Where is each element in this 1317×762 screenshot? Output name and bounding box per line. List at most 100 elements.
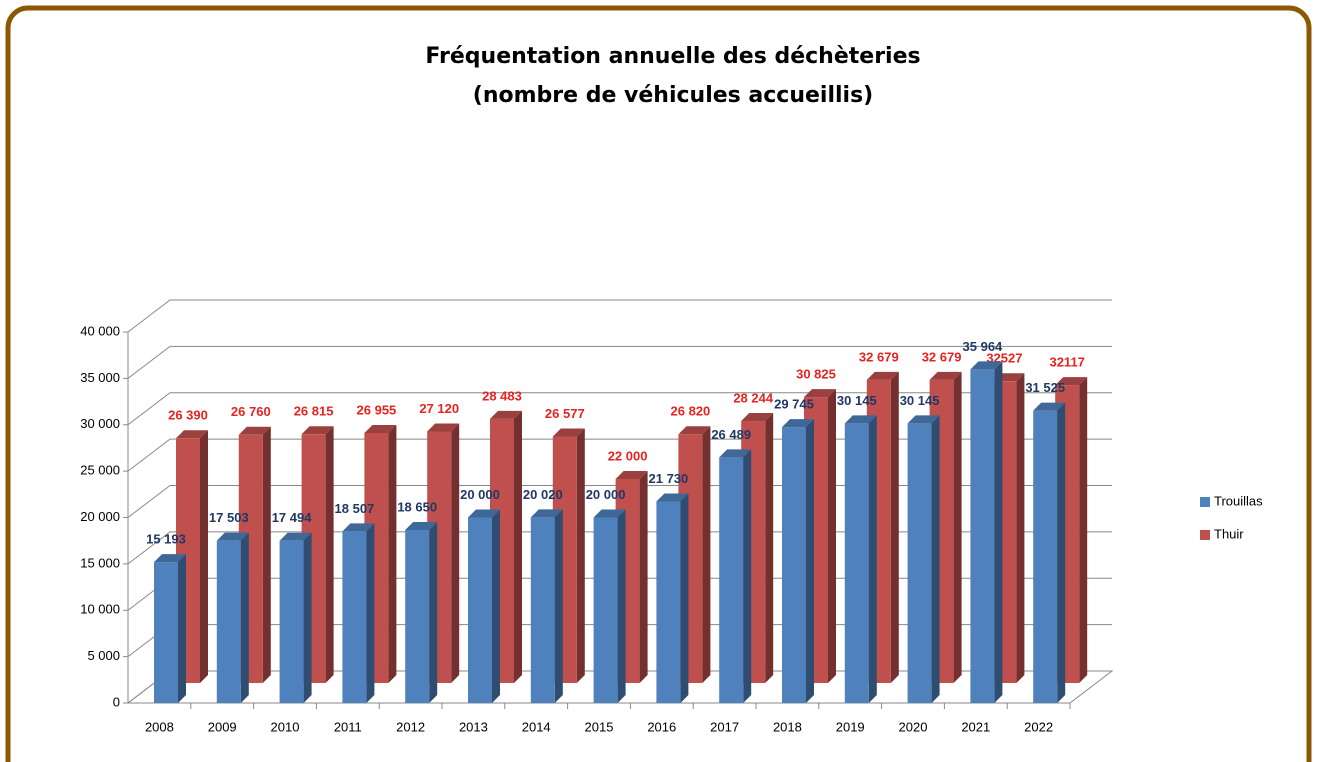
bar-top [301,426,334,435]
bar-top [678,426,711,435]
legend-label: Trouillas [1214,493,1263,508]
grid-line [127,299,1112,333]
value-label: 26 489 [711,427,751,442]
value-label: 28 483 [482,388,522,403]
bar-top [490,410,522,419]
value-label: 20 000 [460,487,500,502]
value-label: 17 503 [209,510,249,525]
value-label: 26 760 [231,404,271,419]
bar-top [1055,377,1088,386]
bar [342,531,367,703]
bar [970,369,995,703]
bar-side [828,389,836,683]
y-tick-label: 10 000 [80,602,120,617]
value-label: 26 390 [168,408,208,423]
y-tick-label: 40 000 [80,323,120,338]
bar [530,517,555,703]
bar [782,427,806,703]
x-tick-label: 2022 [1024,719,1053,734]
bar-side [451,423,460,683]
bar [656,501,681,703]
legend-swatch [1200,530,1210,540]
bar-side [366,523,375,703]
bar [593,517,618,703]
value-label: 32 679 [922,349,962,364]
x-tick-label: 2011 [334,719,362,734]
bar [719,457,744,703]
bar-top [530,509,563,518]
chart-title: Fréquentation annuelle des déchèteries [425,44,920,69]
value-label: 28 244 [733,390,774,405]
bar-top [364,424,397,433]
bar-top [238,426,271,435]
bar-side [994,361,1003,703]
x-tick-label: 2016 [647,719,676,734]
value-label: 17 494 [272,510,313,525]
value-label: 21 730 [649,471,689,486]
value-label: 30 145 [900,393,940,408]
bar-top [970,361,1003,370]
bar-side [262,426,271,683]
x-tick-label: 2021 [961,719,990,734]
legend-swatch [1200,497,1210,507]
bar-top [176,430,208,439]
bar-side [953,371,962,683]
grid-line [127,345,1112,379]
value-label: 26 820 [671,404,711,419]
value-label: 30 825 [796,367,836,382]
bar-side [868,415,877,703]
x-tick-label: 2012 [396,719,425,734]
value-label: 27 120 [419,401,459,416]
x-tick-label: 2015 [585,719,614,734]
bar-side [240,532,249,703]
x-tick-label: 2010 [271,719,300,734]
bar-top [719,449,752,458]
value-label: 20 020 [523,487,563,502]
value-label: 32 679 [859,349,899,364]
y-tick-label: 30 000 [80,416,120,431]
bar-side [325,426,334,683]
x-tick-label: 2013 [459,719,488,734]
bar-side [178,554,186,703]
bar-side [388,424,397,683]
bar-side [702,426,711,683]
bar-side [1079,377,1088,683]
value-label: 15 193 [146,532,186,547]
bar-side [617,509,626,703]
chart-subtitle: (nombre de véhicules accueillis) [473,83,873,108]
value-label: 31 525 [1025,380,1065,395]
bar-top [866,371,899,380]
bar-top [279,532,312,541]
bar-side [639,470,648,683]
bar [154,562,178,703]
bar-top [1033,402,1066,411]
bar-side [806,419,814,703]
x-tick-label: 2017 [710,719,739,734]
bar-top [216,532,249,541]
x-tick-label: 2008 [145,719,174,734]
bar-top [405,522,438,531]
value-label: 32117 [1049,355,1084,370]
value-label: 26 577 [545,406,585,421]
bar-side [303,532,312,703]
bar-side [680,493,689,703]
value-label: 18 507 [335,501,375,516]
bar-top [741,413,774,422]
value-label: 35 964 [963,339,1004,354]
value-label: 26 955 [357,402,397,417]
bar-top [844,415,877,424]
bar-top [468,509,500,518]
bar-side [492,509,500,703]
value-label: 18 650 [397,499,437,514]
bar-side [743,449,752,703]
value-label: 26 815 [294,404,334,419]
bar [1033,410,1058,703]
bar-side [765,413,774,683]
bar [216,540,241,703]
bar-top [342,523,375,532]
bar [907,423,932,703]
value-label: 29 745 [774,397,814,412]
bar [405,530,430,703]
value-label: 22 000 [608,448,648,463]
